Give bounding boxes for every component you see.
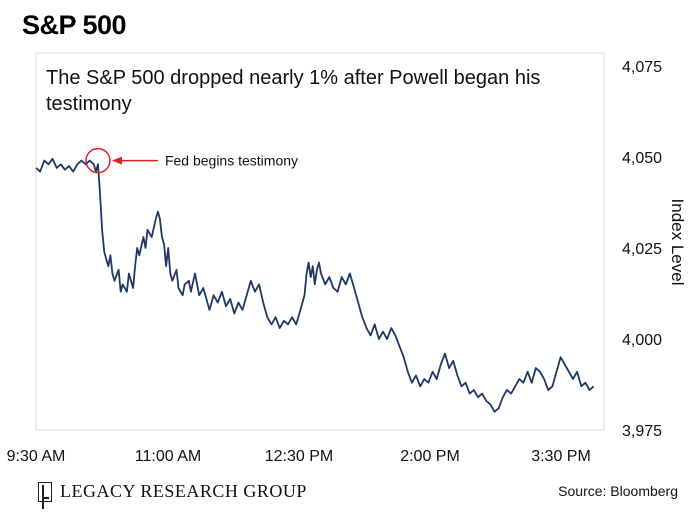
y-axis-label: Index Level: [668, 199, 687, 286]
annotation-arrowhead: [111, 156, 122, 165]
logo-icon: [38, 481, 52, 502]
annotation-circle: [85, 147, 111, 174]
y-tick-label: 3,975: [622, 423, 662, 440]
chart-subtitle-line-2: testimony: [46, 93, 132, 115]
y-tick-label: 4,050: [622, 150, 662, 167]
brand-name: LEGACY RESEARCH GROUP: [60, 481, 307, 501]
y-tick-label: 4,075: [622, 59, 662, 76]
y-axis: 3,975 4,000 4,025 4,050 4,075: [622, 59, 662, 440]
y-tick-label: 4,000: [622, 332, 662, 349]
y-tick-label: 4,025: [622, 241, 662, 258]
x-tick-label: 2:00 PM: [400, 448, 460, 465]
x-axis: 9:30 AM 11:00 AM 12:30 PM 2:00 PM 3:30 PM: [7, 448, 591, 465]
x-tick-label: 11:00 AM: [135, 448, 201, 465]
chart-title: S&P 500: [22, 10, 127, 40]
x-tick-label: 12:30 PM: [265, 448, 333, 465]
annotation-label: Fed begins testimony: [165, 153, 298, 169]
x-tick-label: 9:30 AM: [7, 448, 66, 465]
brand-logo: LEGACY RESEARCH GROUP: [38, 481, 307, 502]
source-note: Source: Bloomberg: [558, 483, 678, 499]
series-line: [35, 157, 595, 413]
plot-frame: [35, 52, 605, 431]
x-tick-label: 3:30 PM: [531, 448, 591, 465]
chart-subtitle-line-1: The S&P 500 dropped nearly 1% after Powe…: [46, 67, 540, 89]
